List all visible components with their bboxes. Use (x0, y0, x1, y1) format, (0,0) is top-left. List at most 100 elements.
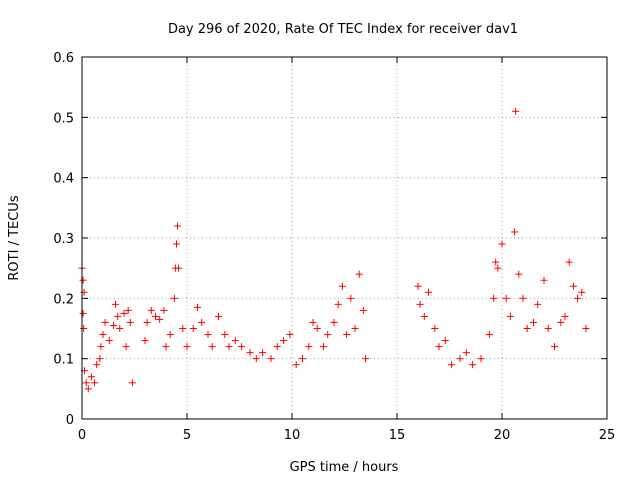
data-point (273, 343, 281, 351)
data-point (490, 294, 498, 302)
data-point (355, 270, 363, 278)
data-point (330, 318, 338, 326)
x-tick-label: 10 (284, 428, 301, 443)
data-point (166, 331, 174, 339)
data-point (252, 355, 260, 363)
data-point (338, 282, 346, 290)
data-point (519, 294, 527, 302)
data-point (173, 240, 180, 248)
data-point (565, 258, 573, 266)
x-tick-label: 0 (78, 428, 86, 443)
y-tick-label: 0.2 (53, 292, 74, 307)
data-point (441, 337, 449, 345)
data-point (578, 288, 586, 296)
y-tick-label: 0.4 (53, 172, 74, 187)
data-point (292, 361, 300, 369)
data-point (189, 325, 197, 332)
data-point (324, 331, 332, 339)
data-point (511, 228, 519, 236)
data-point (116, 325, 124, 332)
y-tick-label: 0.6 (53, 51, 74, 66)
data-point (362, 355, 369, 363)
data-point (544, 325, 552, 332)
data-point (79, 309, 87, 317)
data-point (343, 331, 351, 339)
data-point (162, 343, 170, 351)
data-point (124, 306, 132, 314)
data-point (313, 325, 321, 332)
data-point (334, 300, 342, 308)
data-point (126, 318, 134, 326)
x-tick-label: 15 (389, 428, 406, 443)
y-tick-label: 0.1 (53, 353, 74, 368)
data-point (80, 325, 88, 332)
data-point (414, 282, 422, 290)
data-point (494, 264, 502, 272)
data-point (183, 343, 191, 351)
data-point (267, 355, 275, 363)
plot-frame (81, 56, 608, 420)
axis-ticks: 0 0.1 0.2 0.3 0.4 0.5 0.6 0 5 10 15 20 25 (53, 51, 615, 443)
data-point (160, 306, 168, 314)
data-point (96, 355, 104, 363)
data-point (347, 294, 355, 302)
data-point (156, 315, 164, 323)
data-point (97, 343, 105, 351)
data-point (280, 337, 288, 345)
data-point (286, 331, 294, 339)
data-point (84, 385, 92, 393)
data-point (194, 303, 201, 311)
data-point (512, 107, 520, 115)
y-tick-label: 0.3 (53, 232, 74, 247)
data-point (152, 312, 159, 320)
data-point (174, 222, 182, 230)
x-tick-label: 5 (183, 428, 191, 443)
data-point (198, 318, 206, 326)
data-point (309, 318, 317, 326)
data-points (78, 107, 590, 393)
y-tick-label: 0 (66, 413, 74, 428)
data-point (425, 288, 432, 296)
data-point (515, 270, 523, 278)
data-point (112, 300, 120, 308)
data-point (175, 264, 183, 272)
data-point (170, 294, 178, 302)
data-point (105, 337, 113, 345)
data-point (179, 325, 187, 332)
data-point (79, 276, 87, 284)
data-point (582, 325, 590, 332)
data-point (359, 306, 367, 314)
data-point (238, 343, 246, 351)
data-point (141, 337, 149, 345)
y-tick-label: 0.5 (53, 111, 74, 126)
data-point (416, 300, 424, 308)
data-point (534, 300, 542, 308)
data-point (523, 325, 531, 332)
x-tick-label: 25 (599, 428, 616, 443)
data-point (469, 361, 477, 369)
data-point (477, 355, 485, 363)
data-point (561, 312, 569, 320)
data-point (502, 294, 510, 302)
data-point (299, 355, 306, 363)
data-point (231, 337, 239, 345)
data-point (574, 294, 582, 302)
data-point (87, 373, 95, 381)
data-point (540, 276, 548, 284)
data-point (462, 349, 470, 357)
data-point (143, 318, 151, 326)
data-point (114, 312, 122, 320)
data-point (351, 325, 359, 332)
data-point (91, 379, 99, 387)
data-point (435, 343, 443, 351)
data-point (93, 361, 101, 369)
data-point (101, 318, 109, 326)
data-point (551, 343, 558, 351)
y-axis-label: ROTI / TECUs (7, 195, 22, 280)
data-point (221, 331, 229, 339)
data-point (557, 318, 565, 326)
data-point (204, 331, 212, 339)
data-point (431, 325, 439, 332)
data-point (320, 343, 327, 351)
